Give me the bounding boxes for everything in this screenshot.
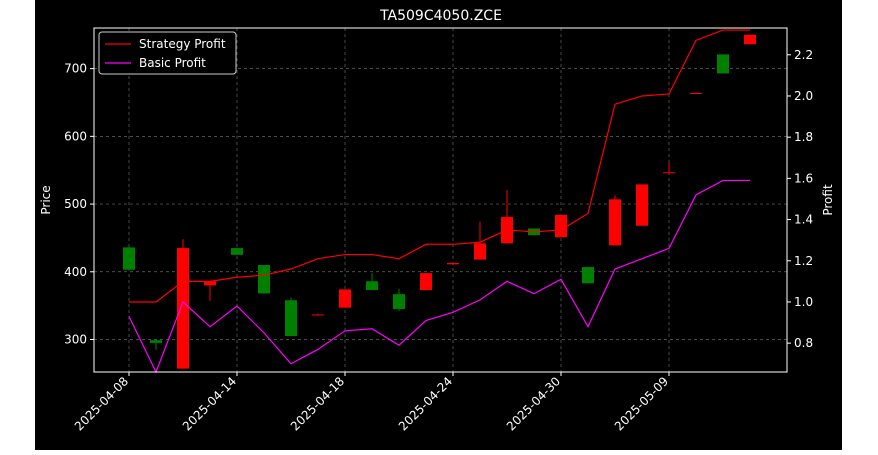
left-y-tick-label: 400: [64, 265, 87, 279]
right-y-tick-label: 1.6: [794, 171, 813, 185]
candle: [636, 184, 648, 226]
candle-body: [582, 267, 594, 284]
candle-body: [393, 294, 405, 310]
candle: [744, 34, 756, 45]
candle: [555, 214, 567, 238]
candle-body: [555, 214, 567, 238]
candles: [123, 34, 756, 369]
candle: [690, 92, 702, 95]
legend-box: [98, 31, 237, 75]
candle-body: [663, 172, 675, 174]
candle: [258, 265, 270, 294]
candle-body: [339, 289, 351, 308]
profit-lines: [128, 29, 750, 374]
basic-profit-line: [128, 179, 750, 374]
chart-svg: TA509C4050.ZCE 300 400 500 600 700 0.8 1.0 1.2…: [39, 8, 835, 433]
candle-body: [690, 93, 702, 95]
right-y-tick-label: 2.0: [794, 89, 813, 103]
candle: [285, 297, 297, 337]
right-y-tick-label: 2.2: [794, 48, 813, 62]
right-y-tick-label: 0.8: [794, 336, 813, 350]
candle-body: [285, 300, 297, 337]
right-y-tick-label: 1.0: [794, 295, 813, 309]
candle: [177, 239, 189, 369]
right-y-tick-label: 1.4: [794, 213, 813, 227]
candle: [393, 288, 405, 312]
candle-body: [204, 281, 216, 286]
x-tick-label: 2025-04-30: [504, 374, 563, 433]
candle: [339, 289, 351, 308]
candle-body: [258, 265, 270, 294]
candle-body: [636, 184, 648, 226]
candle-body: [474, 243, 486, 260]
candle-body: [609, 199, 621, 246]
left-y-tick-label: 300: [64, 332, 87, 346]
legend-strategy-label: Strategy Profit: [139, 37, 226, 51]
x-tick-label: 2025-04-14: [180, 374, 239, 433]
candle-body: [366, 281, 378, 291]
left-y-tick-label: 700: [64, 62, 87, 76]
candle-body: [150, 340, 162, 343]
candle: [717, 54, 729, 74]
x-axis: 2025-04-08 2025-04-14 2025-04-18 2025-04-24…: [72, 372, 671, 433]
x-tick-label: 2025-05-09: [612, 374, 671, 433]
chart-figure: TA509C4050.ZCE 300 400 500 600 700 0.8 1.0 1.2…: [35, 0, 842, 450]
grid: [94, 28, 787, 372]
candle: [663, 162, 675, 175]
candle: [501, 189, 513, 244]
candle: [312, 313, 324, 316]
left-y-tick-label: 600: [64, 129, 87, 143]
right-y-tick-label: 1.8: [794, 130, 813, 144]
candle-body: [717, 54, 729, 74]
candle-body: [744, 34, 756, 45]
candle: [474, 221, 486, 260]
candle-body: [123, 247, 135, 270]
strategy-profit-line: [129, 29, 750, 303]
candle: [366, 273, 378, 291]
left-y-axis-label: Price: [39, 185, 53, 214]
candle: [609, 195, 621, 246]
candle-body: [447, 262, 459, 265]
x-tick-label: 2025-04-24: [396, 374, 455, 433]
left-y-axis: 300 400 500 600 700: [64, 62, 94, 346]
candle: [582, 267, 594, 284]
left-y-tick-label: 500: [64, 197, 87, 211]
x-tick-label: 2025-04-08: [72, 374, 131, 433]
candle-body: [177, 248, 189, 369]
legend: Strategy Profit Basic Profit: [98, 31, 237, 75]
candle: [231, 248, 243, 255]
right-y-axis: 0.8 1.0 1.2 1.4 1.6 1.8 2.0 2.2: [787, 48, 813, 350]
candle: [123, 246, 135, 270]
right-y-axis-label: Profit: [821, 184, 835, 216]
candle-body: [231, 248, 243, 255]
chart-title: TA509C4050.ZCE: [379, 8, 502, 24]
candle: [447, 262, 459, 265]
x-tick-label: 2025-04-18: [288, 374, 347, 433]
legend-basic-label: Basic Profit: [139, 56, 206, 70]
candle: [204, 280, 216, 301]
candle-body: [420, 273, 432, 291]
plot-frame: [93, 27, 788, 373]
candle: [420, 273, 432, 291]
candle: [150, 339, 162, 350]
candle-body: [312, 314, 324, 316]
right-y-tick-label: 1.2: [794, 254, 813, 268]
